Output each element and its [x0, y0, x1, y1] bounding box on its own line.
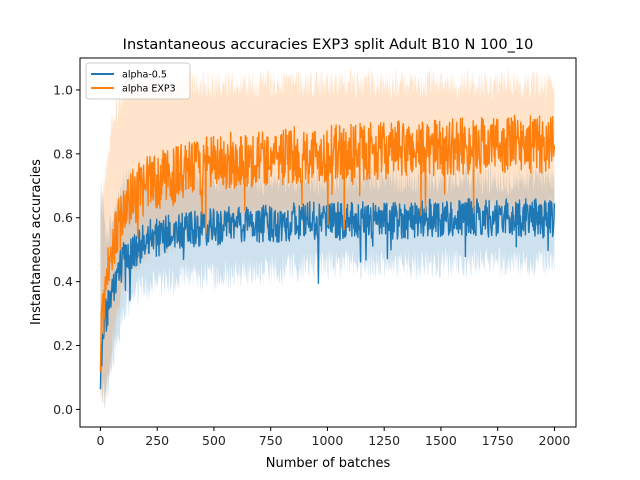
x-tick-label: 1750	[482, 433, 514, 448]
y-tick-label: 0.8	[53, 146, 73, 161]
y-tick-label: 1.0	[53, 82, 73, 97]
series-line-alpha-exp3	[99, 114, 556, 373]
x-tick-label: 1500	[425, 433, 457, 448]
chart-title: Instantaneous accuracies EXP3 split Adul…	[123, 37, 534, 53]
legend: alpha-0.5 alpha EXP3	[85, 62, 191, 100]
x-tick-label: 750	[259, 433, 283, 448]
plot-frame	[79, 57, 577, 428]
x-tick-label: 1250	[368, 433, 400, 448]
x-tick-label: 0	[96, 433, 104, 448]
x-axis-label: Number of batches	[266, 456, 391, 471]
x-tick-label: 1000	[312, 433, 344, 448]
x-tick-label: 2000	[539, 433, 571, 448]
legend-label-alpha-exp3: alpha EXP3	[122, 84, 176, 95]
x-axis: 0 250 500 750 1000 1250 1500 1750 2000	[96, 427, 570, 448]
y-axis: 0.0 0.2 0.4 0.6 0.8 1.0	[53, 82, 80, 417]
x-tick-label: 250	[145, 433, 169, 448]
x-tick-label: 500	[202, 433, 226, 448]
legend-label-alpha-0-5: alpha-0.5	[122, 70, 167, 81]
series-lines	[99, 114, 556, 390]
y-tick-label: 0.2	[53, 338, 73, 353]
y-tick-label: 0.4	[53, 274, 73, 289]
legend-box	[85, 62, 191, 100]
y-tick-label: 0.0	[53, 402, 73, 417]
y-tick-label: 0.6	[53, 210, 73, 225]
y-axis-label: Instantaneous accuracies	[29, 159, 44, 325]
